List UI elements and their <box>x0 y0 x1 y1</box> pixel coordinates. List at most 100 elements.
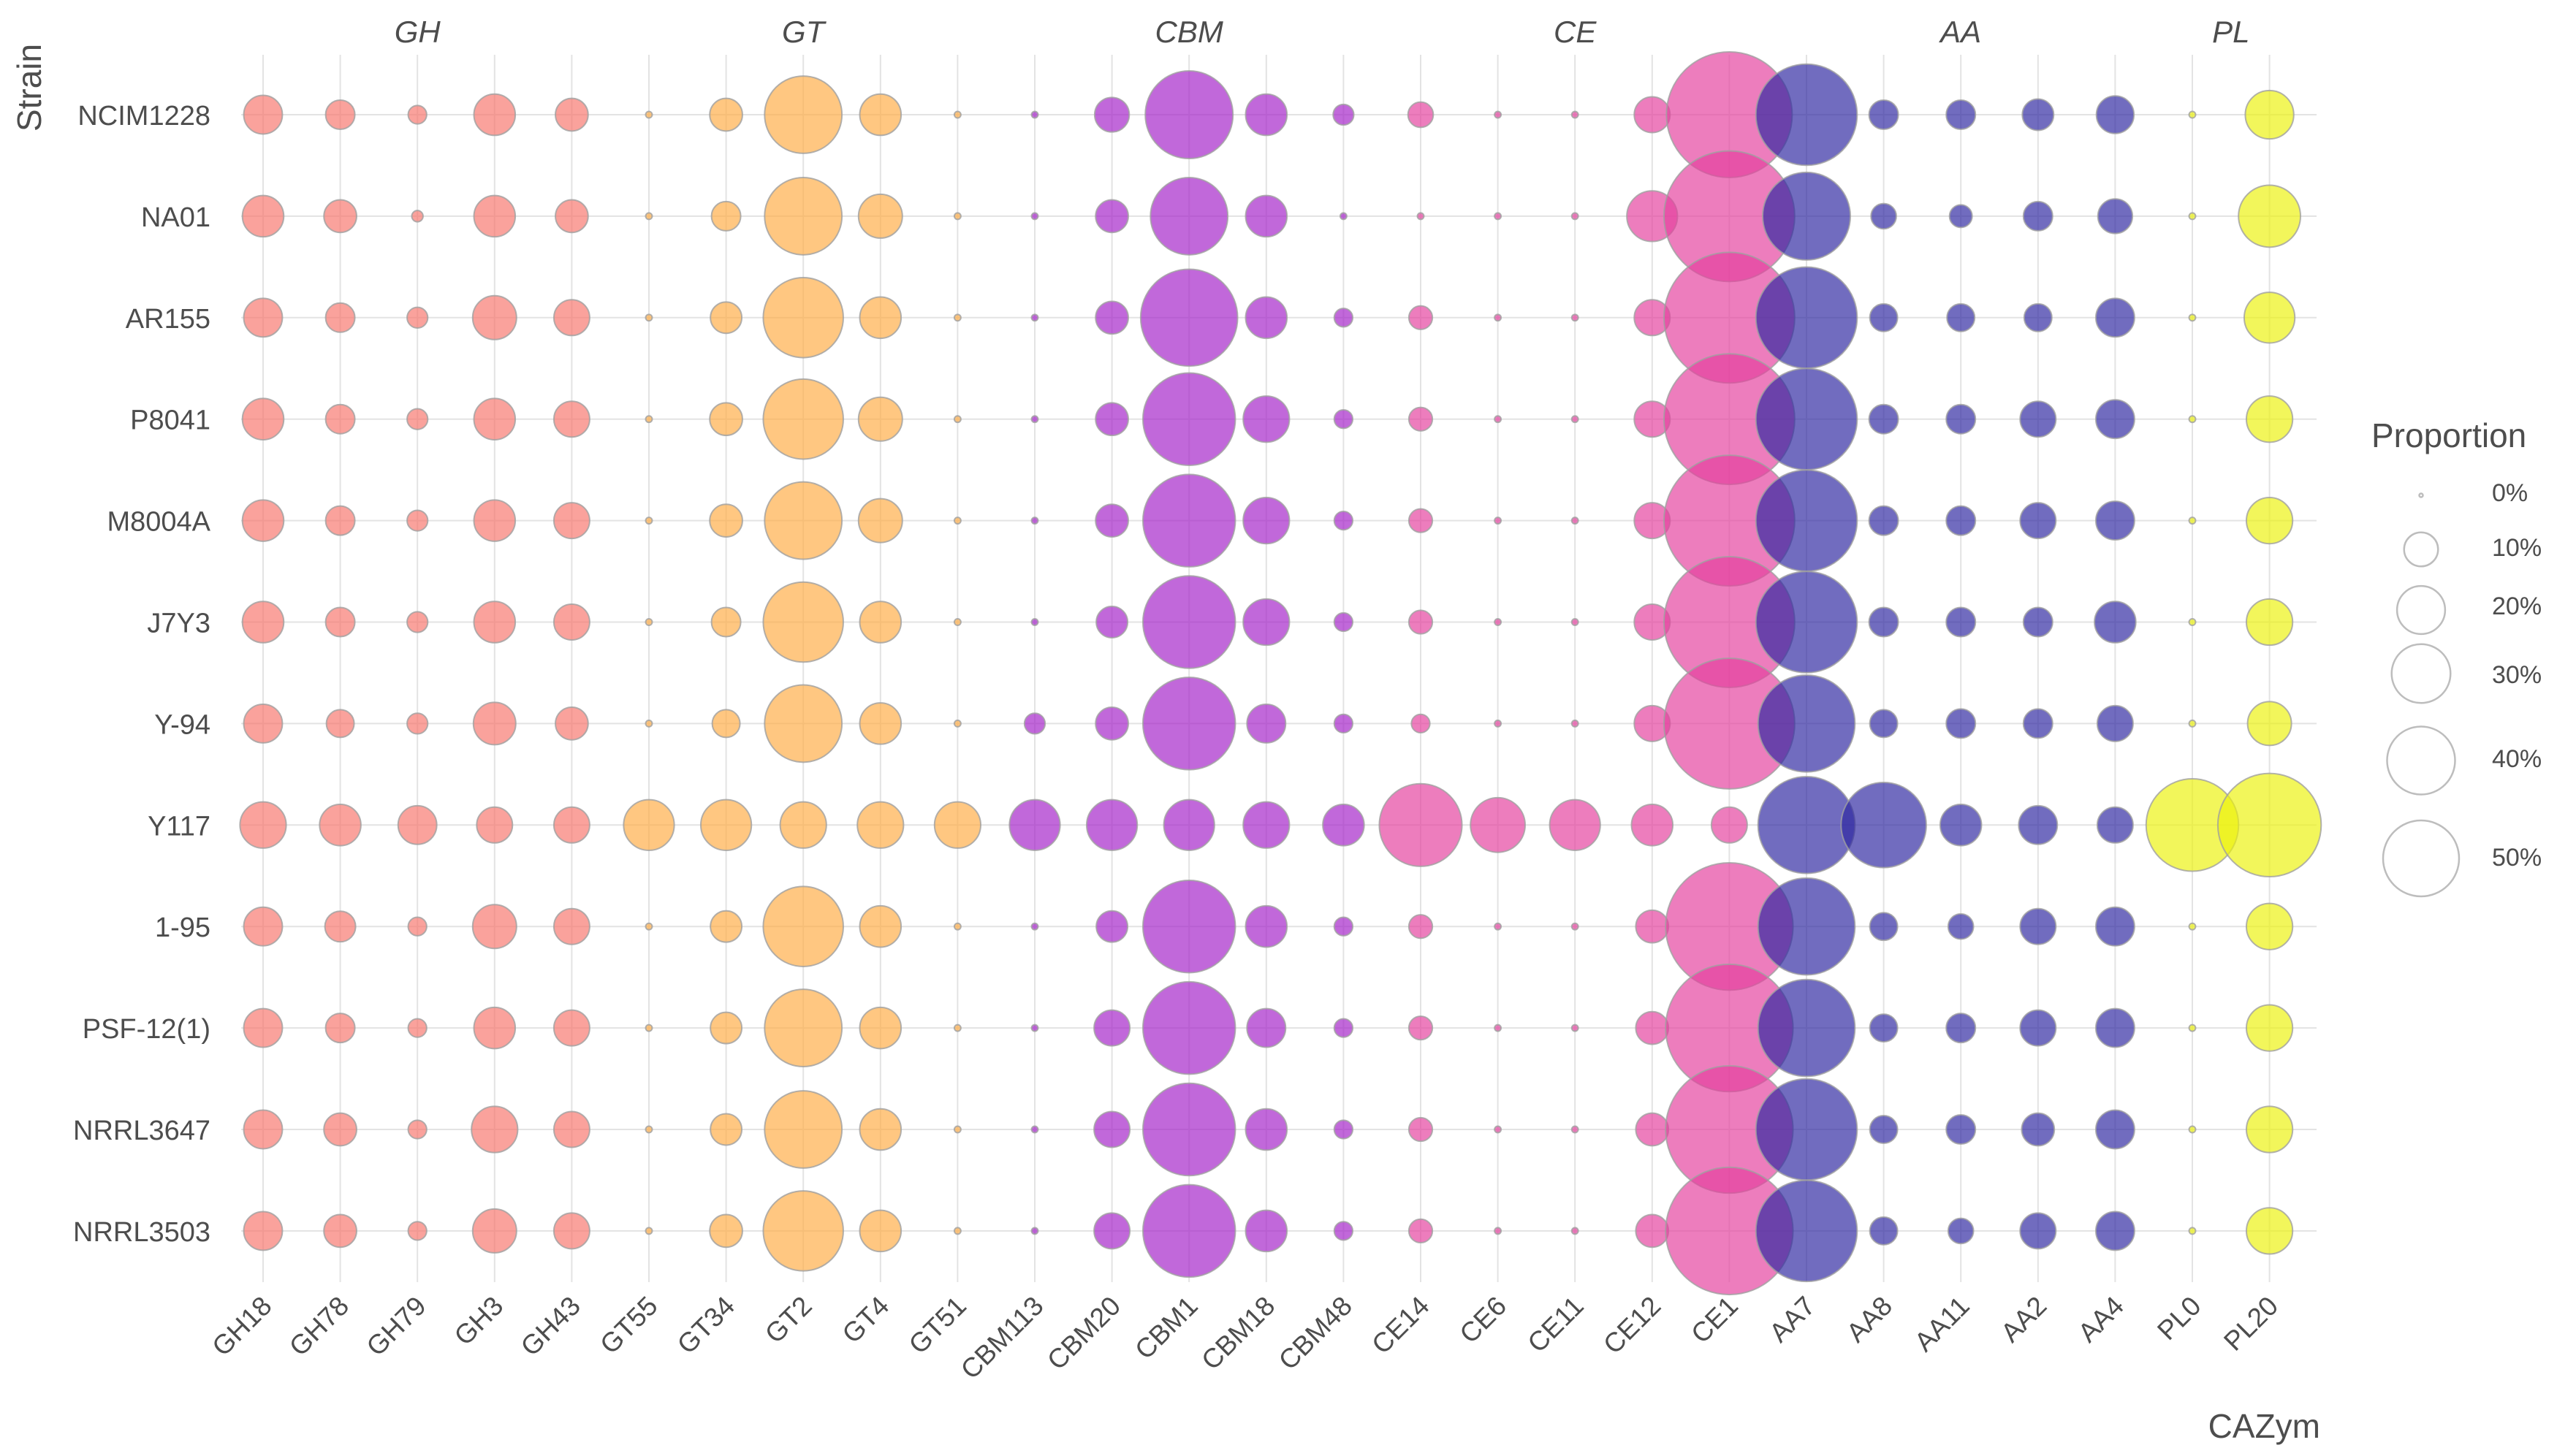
bubble-gt2 <box>764 988 843 1068</box>
bubble-gt2 <box>762 581 844 663</box>
bubble-cbm48 <box>1322 804 1365 847</box>
bubble-ce14 <box>1407 1218 1434 1244</box>
bubble-pl0 <box>2188 1024 2197 1032</box>
bubble-gh18 <box>243 906 284 947</box>
bubble-gh18 <box>243 94 284 135</box>
x-axis-title: CAZym <box>2208 1407 2320 1445</box>
bubble-aa4 <box>2094 1211 2135 1251</box>
bubble-aa8 <box>1869 302 1899 332</box>
bubble-gh78 <box>324 606 356 638</box>
bubble-gh3 <box>471 904 517 950</box>
bubble-gt34 <box>710 1113 743 1146</box>
bubble-gh43 <box>552 502 590 540</box>
bubble-gh3 <box>473 194 517 238</box>
bubble-cbm48 <box>1339 212 1348 221</box>
bubble-gt55 <box>645 415 653 424</box>
bubble-gt55 <box>645 212 653 221</box>
bubble-ce11 <box>1570 618 1579 626</box>
bubble-aa7 <box>1755 571 1858 674</box>
y-tick-label: AR155 <box>126 304 210 335</box>
y-tick-label-layer: NCIM1228 NA01 AR155 P8041 M8004A J7Y3 Y-94 Y117… <box>73 101 211 1248</box>
bubble-gt2 <box>779 801 827 849</box>
bubble-cbm20 <box>1095 910 1129 943</box>
bubble-gh18 <box>243 1109 284 1150</box>
bubble-gt4 <box>859 601 903 644</box>
bubble-pl20 <box>2244 89 2295 140</box>
bubble-aa11 <box>1946 302 1976 332</box>
bubble-aa4 <box>2094 297 2135 338</box>
bubble-gh79 <box>397 804 438 845</box>
bubble-cbm1 <box>1141 575 1236 669</box>
bubble-cbm18 <box>1242 801 1291 849</box>
bubble-cbm18 <box>1245 1108 1288 1151</box>
bubble-ce6 <box>1494 313 1502 322</box>
bubble-aa11 <box>1948 204 1973 229</box>
bubble-aa8 <box>1869 1013 1899 1043</box>
bubble-gh3 <box>473 397 517 441</box>
bubble-gt51 <box>953 719 962 728</box>
bubble-gt51 <box>953 922 962 931</box>
bubble-ce12 <box>1635 909 1670 944</box>
bubble-gt4 <box>857 193 903 239</box>
bubble-cbm18 <box>1245 194 1288 238</box>
bubble-cbm1 <box>1141 1082 1236 1177</box>
bubble-aa8 <box>1869 912 1899 942</box>
bubble-gt34 <box>709 503 743 538</box>
x-tick-label: PL0 <box>2151 1291 2207 1346</box>
bubble-cbm1 <box>1144 70 1234 159</box>
bubble-cbm20 <box>1095 606 1129 639</box>
bubble-gt4 <box>859 93 903 137</box>
x-tick-label: CE14 <box>1366 1291 1435 1360</box>
bubble-cbm113 <box>1030 1024 1039 1032</box>
bubble-aa7 <box>1755 1078 1858 1181</box>
bubble-ce6 <box>1494 415 1502 424</box>
bubble-gt2 <box>764 1090 843 1169</box>
x-tick-label-layer: GH18 GH78 GH79 GH3 GH43 GT55 GT34 GT2 GT4 GT51CBM… <box>206 1291 2284 1385</box>
bubble-gt55 <box>645 110 653 119</box>
bubble-ce14 <box>1410 713 1431 734</box>
y-tick-label: 1-95 <box>155 912 210 943</box>
bubble-aa11 <box>1945 505 1977 536</box>
bubble-gh18 <box>243 1211 284 1251</box>
bubble-gh43 <box>552 1110 590 1148</box>
bubble-aa11 <box>1945 606 1977 638</box>
bubble-gt51 <box>953 1024 962 1032</box>
bubble-aa11 <box>1939 804 1983 847</box>
bubble-cbm20 <box>1093 96 1131 133</box>
bubble-ce11 <box>1570 1125 1579 1134</box>
bubble-gt55 <box>623 798 675 851</box>
bubble-ce6 <box>1494 212 1502 221</box>
bubble-ce6 <box>1494 1024 1502 1032</box>
x-tick-label: GT4 <box>837 1291 895 1349</box>
bubble-gh78 <box>324 910 357 943</box>
bubble-pl0 <box>2188 618 2197 626</box>
bubble-gh78 <box>324 505 356 536</box>
bubble-pl20 <box>2243 291 2296 344</box>
bubble-pl20 <box>2246 701 2292 747</box>
bubble-ce14 <box>1407 609 1434 635</box>
bubble-cbm20 <box>1095 706 1129 741</box>
bubble-cbm20 <box>1095 503 1129 538</box>
bubble-aa8 <box>1840 781 1927 869</box>
bubble-gh79 <box>407 104 428 125</box>
bubble-cbm1 <box>1141 1184 1236 1278</box>
bubble-cbm48 <box>1333 916 1354 937</box>
x-tick-label: AA2 <box>1995 1291 2052 1348</box>
bubble-aa2 <box>2023 302 2053 332</box>
legend-label: 20% <box>2492 592 2542 620</box>
legend-circle <box>2390 643 2452 704</box>
y-tick-label: NRRL3647 <box>73 1116 210 1146</box>
bubble-pl20 <box>2245 1207 2294 1255</box>
bubble-ce6 <box>1494 110 1502 119</box>
bubble-gt4 <box>859 904 903 948</box>
bubble-ce14 <box>1407 406 1434 432</box>
bubble-pl0 <box>2188 212 2197 221</box>
group-label-ce: CE <box>1554 15 1597 49</box>
bubble-aa4 <box>2094 1109 2135 1150</box>
bubble-gh79 <box>407 1018 428 1038</box>
bubble-gt4 <box>859 1209 903 1253</box>
bubble-ce12 <box>1633 96 1671 134</box>
bubble-aa7 <box>1762 171 1851 261</box>
bubble-cbm48 <box>1333 713 1354 734</box>
